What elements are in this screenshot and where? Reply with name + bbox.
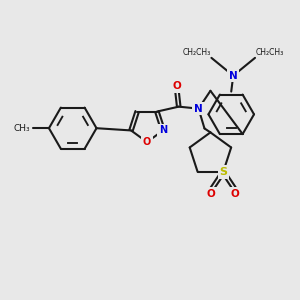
Text: S: S [219, 167, 227, 177]
Text: CH₂CH₃: CH₂CH₃ [256, 48, 284, 57]
Text: N: N [229, 71, 238, 81]
Text: O: O [231, 189, 239, 199]
Text: O: O [143, 137, 151, 147]
Text: CH₃: CH₃ [14, 124, 30, 133]
Text: O: O [207, 189, 216, 199]
Text: O: O [172, 81, 181, 91]
Text: N: N [159, 125, 167, 135]
Text: CH₂CH₃: CH₂CH₃ [182, 48, 210, 57]
Text: N: N [194, 103, 203, 114]
